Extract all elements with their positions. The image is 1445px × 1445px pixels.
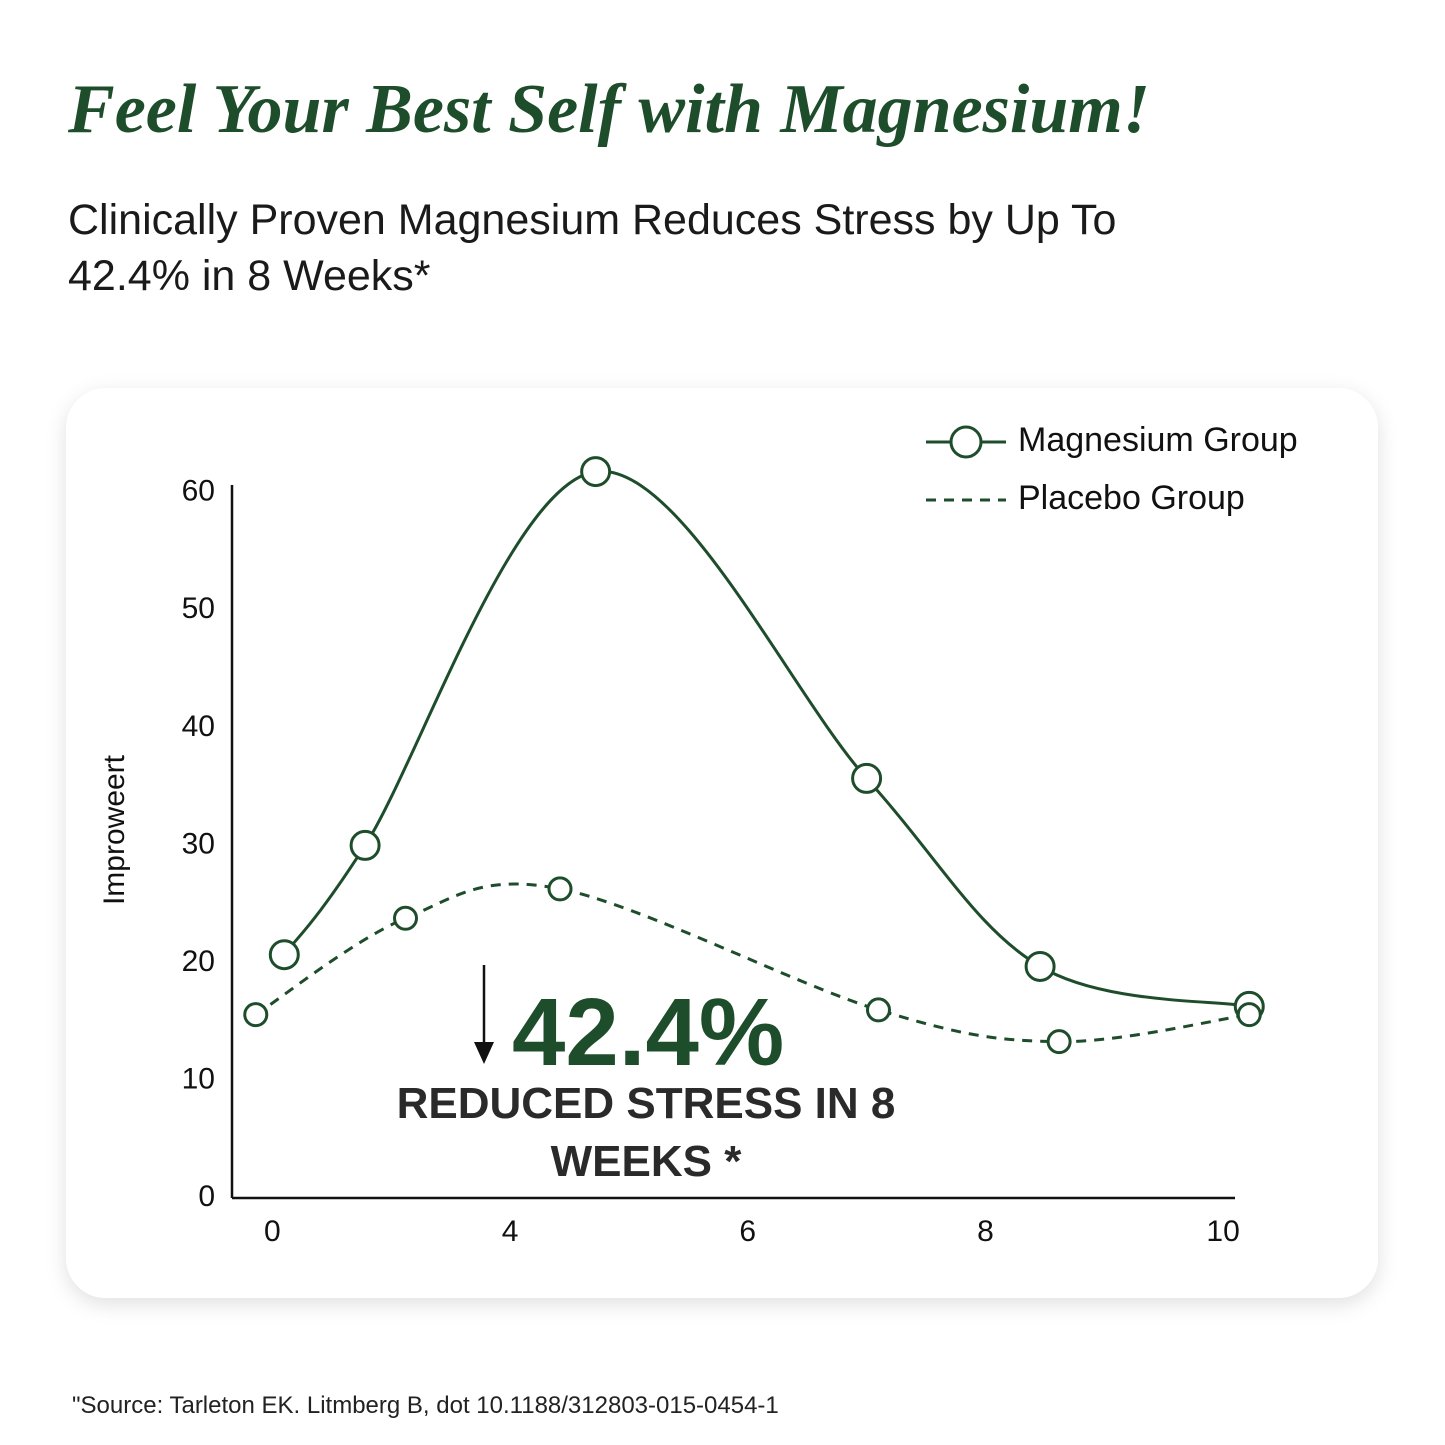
title: Feel Your Best Self with Magnesium! [68,71,1150,148]
y-tick-label: 40 [182,710,215,743]
point [865,997,891,1023]
x-tick-label: 6 [739,1215,756,1248]
legend-label: Placebo Group [1018,479,1245,517]
y-tick-label: 30 [182,827,215,860]
annotation-value: 42.4% [512,979,785,1086]
card [66,388,1378,1298]
point [349,829,381,861]
arrow-head [474,1042,494,1064]
subtitle: Clinically Proven Magnesium Reduces Stre… [68,196,1117,300]
point [243,1002,269,1028]
point [1236,1002,1262,1028]
y-tick-label: 20 [182,945,215,978]
legend-marker [949,425,983,459]
y-axis-label: Improweert [98,754,131,905]
point [547,876,573,902]
y-tick-label: 50 [182,592,215,625]
point [1024,950,1056,982]
annotation-text: REDUCED STRESS IN 8 WEEKS * [396,1079,896,1186]
point [393,905,419,931]
point [580,456,612,488]
point [851,762,883,794]
y-tick-label: 10 [182,1062,215,1095]
x-tick-label: 4 [502,1215,519,1248]
y-tick-label: 60 [182,475,215,508]
x-tick-label: 0 [264,1215,281,1248]
source: "Source: Tarleton EK. Litmberg B, dot 10… [72,1392,779,1419]
point [268,939,300,971]
point [1046,1029,1072,1055]
legend-label: Magnesium Group [1018,421,1298,459]
y-tick-label: 0 [198,1180,215,1213]
x-tick-label: 8 [977,1215,994,1248]
x-tick-label: 10 [1206,1215,1239,1248]
